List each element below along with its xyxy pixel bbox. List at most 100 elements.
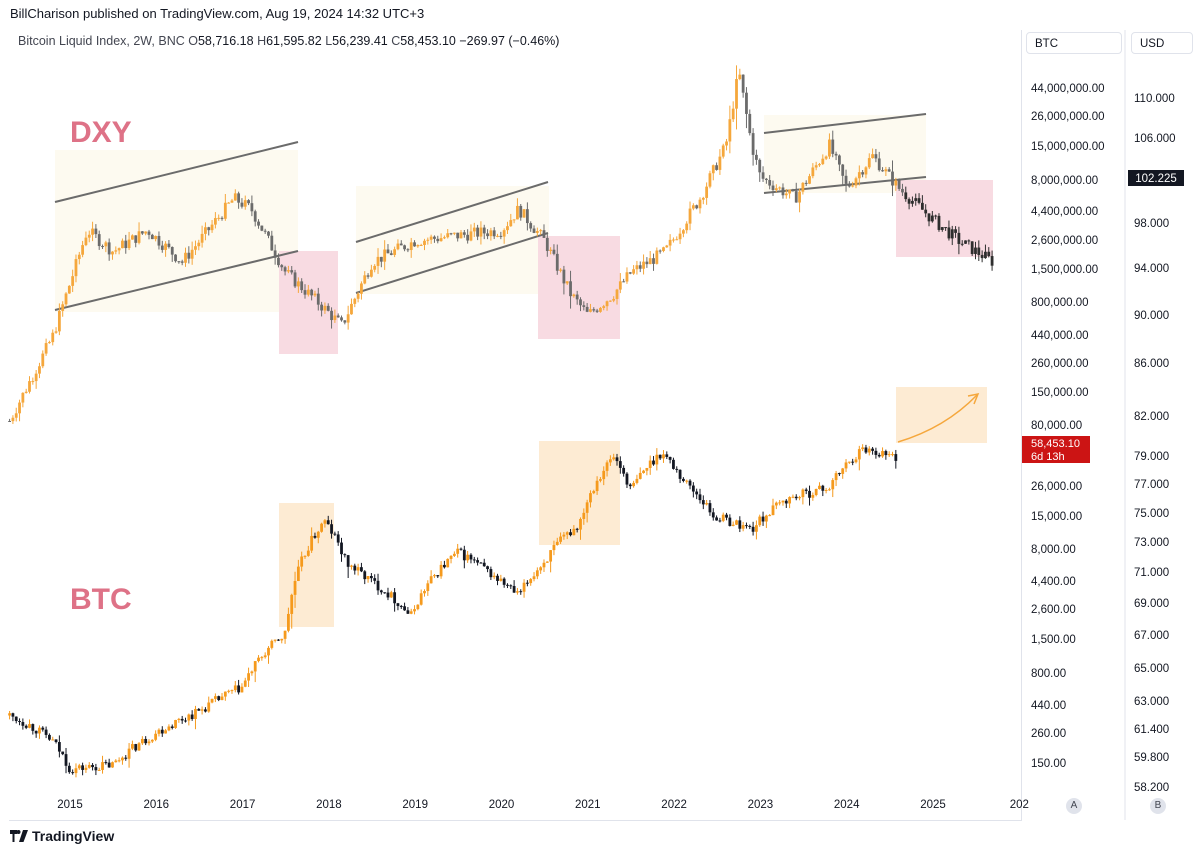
btc-candle xyxy=(854,459,858,463)
btc-candle xyxy=(522,582,526,592)
btc-candle xyxy=(489,569,493,578)
dxy-candle xyxy=(97,234,101,247)
dxy-candle xyxy=(761,172,765,179)
dxy-candle xyxy=(8,421,11,422)
dxy-candle xyxy=(267,231,270,236)
dxy-candle xyxy=(187,252,191,259)
btc-candle xyxy=(54,739,58,743)
btc-candle xyxy=(784,500,788,504)
dxy-candle xyxy=(506,226,509,231)
chart-pane[interactable] xyxy=(9,30,1022,821)
channel-line xyxy=(54,141,299,203)
dxy-candle xyxy=(140,231,144,234)
dxy-candle xyxy=(44,343,48,354)
dxy-candle xyxy=(605,301,609,307)
channel-line xyxy=(355,232,549,294)
btc-candle xyxy=(672,459,675,469)
x-tick-label: 2023 xyxy=(748,799,774,811)
usd-axis-label: 79.000 xyxy=(1134,451,1169,463)
dxy-candle xyxy=(658,250,662,252)
dxy-candle xyxy=(960,243,964,245)
btc-candle xyxy=(121,757,124,761)
btc-candle xyxy=(612,457,616,460)
dxy-candle xyxy=(828,139,831,157)
scale-b-button[interactable]: B xyxy=(1150,798,1166,814)
auto-scale-button[interactable]: A xyxy=(1066,798,1082,814)
dxy-candle xyxy=(326,305,330,311)
dxy-candle xyxy=(608,300,612,302)
dxy-candle xyxy=(927,213,931,222)
dxy-candle xyxy=(499,235,503,237)
dxy-candle xyxy=(81,245,85,255)
btc-candle xyxy=(87,764,91,768)
dxy-candle xyxy=(585,306,589,312)
dxy-candle xyxy=(688,208,692,224)
btc-rally-zone-2025 xyxy=(896,387,987,443)
dxy-candle xyxy=(745,92,748,114)
btc-scale-button[interactable]: BTC xyxy=(1026,32,1122,54)
btc-candle xyxy=(688,480,692,486)
btc-candle xyxy=(476,560,480,563)
dxy-candle xyxy=(363,275,367,284)
dxy-candle xyxy=(901,188,904,193)
dxy-candle xyxy=(811,167,815,177)
btc-candle xyxy=(94,767,98,771)
btc-candle xyxy=(200,709,204,711)
btc-candle xyxy=(721,514,725,521)
dxy-candle xyxy=(416,245,420,247)
btc-candle xyxy=(399,605,403,607)
dxy-candle xyxy=(771,185,775,191)
dxy-candle xyxy=(194,246,197,250)
dxy-candle xyxy=(243,200,247,207)
btc-candle xyxy=(469,554,473,560)
btc-candle xyxy=(788,497,792,504)
btc-candle xyxy=(310,535,314,551)
btc-candle xyxy=(227,690,231,692)
dxy-candle xyxy=(555,253,559,271)
btc-candle xyxy=(18,721,21,723)
btc-candle xyxy=(44,729,48,735)
tradingview-logo[interactable]: TradingView xyxy=(10,828,114,844)
dxy-candle xyxy=(227,202,231,204)
dxy-candle xyxy=(645,261,649,265)
channel-line xyxy=(763,113,927,134)
dxy-candle xyxy=(662,247,665,252)
btc-candle xyxy=(343,554,347,556)
dxy-candle xyxy=(38,366,41,374)
btc-candle xyxy=(804,489,808,491)
usd-scale-button[interactable]: USD xyxy=(1131,32,1193,54)
btc-candle xyxy=(350,565,353,567)
btc-candle xyxy=(253,661,257,672)
dxy-candle xyxy=(731,108,735,120)
btc-candle xyxy=(363,571,367,580)
publish-line: BillCharison published on TradingView.co… xyxy=(10,6,425,21)
dxy-candle xyxy=(107,242,111,255)
btc-candle xyxy=(466,554,470,561)
dxy-candle xyxy=(980,254,984,259)
x-tick-label: 2015 xyxy=(57,799,83,811)
dxy-candle xyxy=(346,314,350,323)
dxy-candle xyxy=(466,234,470,241)
btc-candle xyxy=(599,479,602,481)
dxy-candle xyxy=(14,413,18,418)
btc-candle xyxy=(316,531,320,538)
btc-candle xyxy=(516,591,519,593)
btc-axis-label: 1,500.00 xyxy=(1031,634,1076,646)
btc-candle xyxy=(366,576,370,580)
btc-candle xyxy=(170,726,174,728)
btc-candle xyxy=(834,473,838,481)
btc-candle xyxy=(433,575,436,577)
btc-candle xyxy=(452,553,456,556)
btc-candle xyxy=(127,748,131,759)
symbol-name[interactable]: Bitcoin Liquid Index, 2W, BNC xyxy=(18,34,185,48)
btc-candle xyxy=(608,459,612,463)
dxy-candle xyxy=(91,228,94,235)
btc-candle xyxy=(396,603,400,606)
dxy-candle xyxy=(884,169,888,172)
dxy-candle xyxy=(877,158,881,171)
dxy-candle xyxy=(57,310,61,332)
btc-axis-label: 150,000.00 xyxy=(1031,387,1089,399)
dxy-candle xyxy=(144,231,148,234)
btc-last-price-tag xyxy=(1022,436,1090,463)
